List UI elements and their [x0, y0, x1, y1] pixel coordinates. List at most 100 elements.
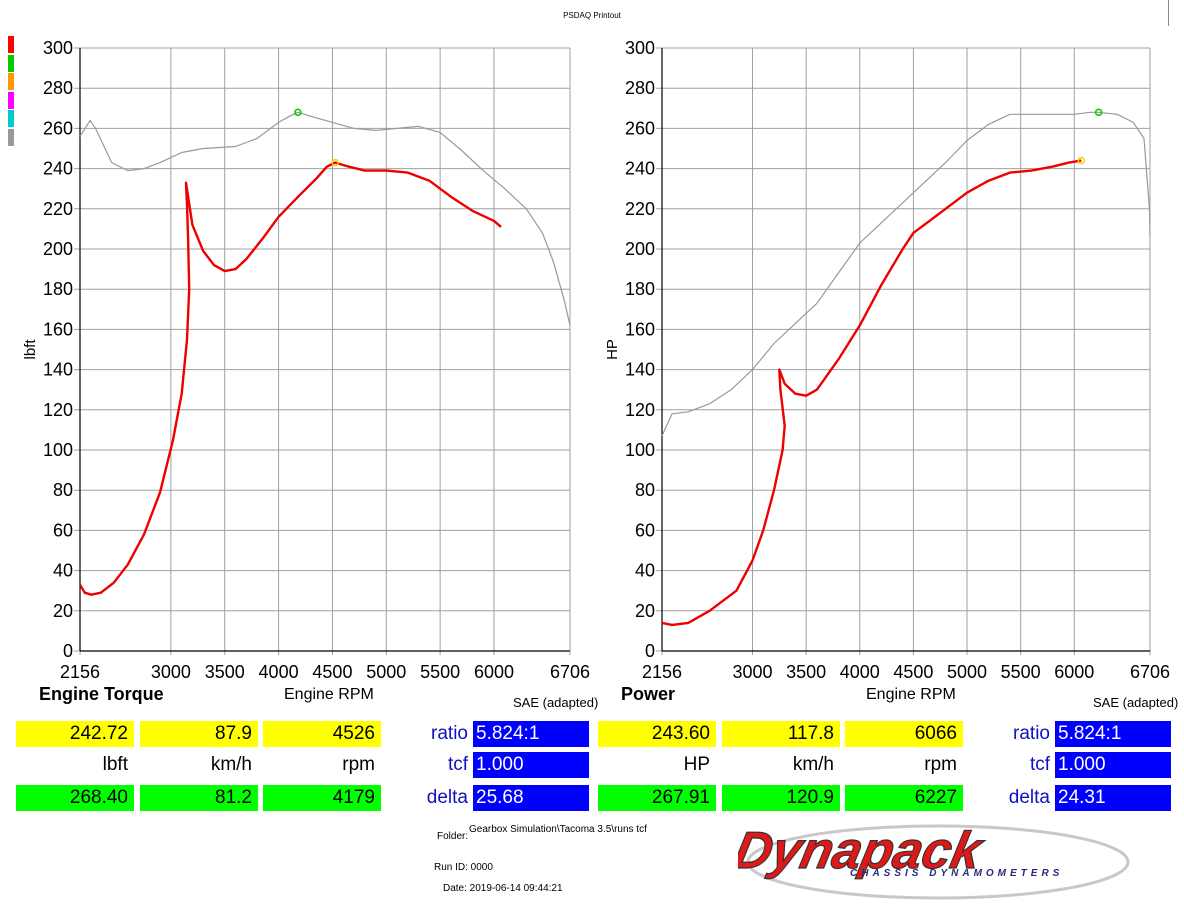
- torque-ytick-5: 100: [43, 440, 73, 460]
- power-unit-value: HP: [683, 754, 710, 775]
- power-marker-0: [1077, 156, 1086, 165]
- logo-subtitle: CHASSIS DYNAMOMETERS: [850, 868, 1063, 879]
- power-marker-1: [1094, 108, 1103, 117]
- torque-series-0: [78, 161, 502, 596]
- torque-ytick-12: 240: [43, 159, 73, 179]
- folder-label: Folder:: [437, 831, 469, 842]
- torque-current-value: 242.72: [16, 721, 134, 747]
- power-xtick-2: 3500: [786, 662, 826, 682]
- torque-ytick-8: 160: [43, 319, 73, 339]
- power-xlabel: Engine RPM: [866, 686, 956, 703]
- power-ytick-9: 180: [625, 279, 655, 299]
- power-ytick-0: 0: [645, 641, 655, 661]
- torque-ytick-4: 80: [53, 480, 73, 500]
- power-xtick-1: 3000: [732, 662, 772, 682]
- torque-xtick-4: 4500: [312, 662, 352, 682]
- power-ytick-7: 140: [625, 360, 655, 380]
- torque-chart: 2156 3000 3500 4000 4500 5000 5500 6000 6706 0 20 4…: [22, 38, 590, 682]
- torque-delta-label: delta: [426, 787, 468, 808]
- torque-ytick-9: 180: [43, 279, 73, 299]
- power-ytick-4: 80: [635, 480, 655, 500]
- power-series-1: [661, 111, 1151, 437]
- torque-ytick-1: 20: [53, 601, 73, 621]
- legend-swatch-0: [8, 36, 14, 53]
- torque-unit-speed: km/h: [210, 754, 252, 775]
- legend-swatch-5: [8, 128, 14, 146]
- power-xtick-0: 2156: [642, 662, 682, 682]
- power-ytick-2: 40: [635, 561, 655, 581]
- power-reference-value: 267.91: [598, 785, 716, 811]
- torque-ytick-0: 0: [63, 641, 73, 661]
- power-ylabel: HP: [604, 339, 621, 360]
- power-ratio-label: ratio: [1013, 723, 1050, 744]
- power-current-rpm: 6066: [845, 721, 963, 747]
- torque-xtick-0: 2156: [60, 662, 100, 682]
- color-legend-swatches: [8, 36, 14, 147]
- power-ytick-12: 240: [625, 159, 655, 179]
- torque-tcf-label: tcf: [447, 754, 468, 775]
- power-current-value: 243.60: [598, 721, 716, 747]
- torque-title: Engine Torque: [39, 684, 164, 704]
- frame-divider: [1168, 0, 1169, 26]
- torque-note: SAE (adapted): [513, 695, 599, 710]
- torque-series-1: [79, 111, 571, 326]
- power-ytick-8: 160: [625, 319, 655, 339]
- torque-ylabel: lbft: [22, 339, 39, 360]
- torque-tcf-value: 1.000: [473, 752, 589, 778]
- power-reference-rpm: 6227: [845, 785, 963, 811]
- torque-ytick-2: 40: [53, 561, 73, 581]
- power-tcf-label: tcf: [1029, 754, 1050, 775]
- power-note: SAE (adapted): [1093, 695, 1179, 710]
- torque-ytick-7: 140: [43, 360, 73, 380]
- power-chart: 2156 3000 3500 4000 4500 5000 5500 6000 6706 0 20 4…: [604, 38, 1170, 682]
- power-unit-rpm: rpm: [924, 754, 957, 775]
- power-ytick-3: 60: [635, 520, 655, 540]
- power-ytick-13: 260: [625, 118, 655, 138]
- torque-xtick-7: 6000: [474, 662, 514, 682]
- legend-swatch-4: [8, 110, 14, 127]
- torque-ytick-6: 120: [43, 400, 73, 420]
- power-reference-speed: 120.9: [722, 785, 840, 811]
- power-xtick-5: 5000: [947, 662, 987, 682]
- torque-ytick-14: 280: [43, 78, 73, 98]
- run-date: Date: 2019-06-14 09:44:21: [443, 883, 563, 894]
- power-ytick-15: 300: [625, 38, 655, 58]
- power-current-speed: 117.8: [722, 721, 840, 747]
- torque-ratio-value: 5.824:1: [473, 721, 589, 747]
- torque-ratio-label: ratio: [431, 723, 468, 744]
- power-xtick-4: 4500: [893, 662, 933, 682]
- power-unit-speed: km/h: [792, 754, 834, 775]
- torque-ytick-15: 300: [43, 38, 73, 58]
- torque-marker-0: [331, 158, 339, 167]
- torque-xtick-1: 3000: [151, 662, 191, 682]
- torque-reference-rpm: 4179: [263, 785, 381, 811]
- torque-delta-value: 25.68: [473, 785, 589, 811]
- power-delta-label: delta: [1008, 787, 1050, 808]
- legend-swatch-1: [8, 54, 14, 72]
- torque-unit-rpm: rpm: [342, 754, 375, 775]
- legend-swatch-3: [8, 91, 14, 109]
- power-xtick-3: 4000: [840, 662, 880, 682]
- logo-wordmark: Dynapack: [738, 822, 990, 880]
- power-ytick-5: 100: [625, 440, 655, 460]
- folder-path: Gearbox Simulation\Tacoma 3.5\runs tcf: [469, 824, 647, 835]
- torque-current-rpm: 4526: [263, 721, 381, 747]
- power-ytick-14: 280: [625, 78, 655, 98]
- page-title: PSDAQ Printout: [563, 11, 621, 20]
- torque-ytick-10: 200: [43, 239, 73, 259]
- power-ytick-11: 220: [625, 199, 655, 219]
- power-tcf-value: 1.000: [1055, 752, 1171, 778]
- torque-xtick-3: 4000: [259, 662, 299, 682]
- torque-xlabel: Engine RPM: [284, 686, 374, 703]
- power-xtick-6: 5500: [1001, 662, 1041, 682]
- torque-xtick-8: 6706: [550, 662, 590, 682]
- torque-xtick-5: 5000: [366, 662, 406, 682]
- legend-swatch-2: [8, 73, 14, 90]
- torque-ytick-13: 260: [43, 118, 73, 138]
- torque-marker-1: [294, 108, 302, 117]
- torque-xtick-2: 3500: [205, 662, 245, 682]
- power-xtick-7: 6000: [1054, 662, 1094, 682]
- power-ytick-1: 20: [635, 601, 655, 621]
- power-ratio-value: 5.824:1: [1055, 721, 1171, 747]
- torque-reference-speed: 81.2: [140, 785, 258, 811]
